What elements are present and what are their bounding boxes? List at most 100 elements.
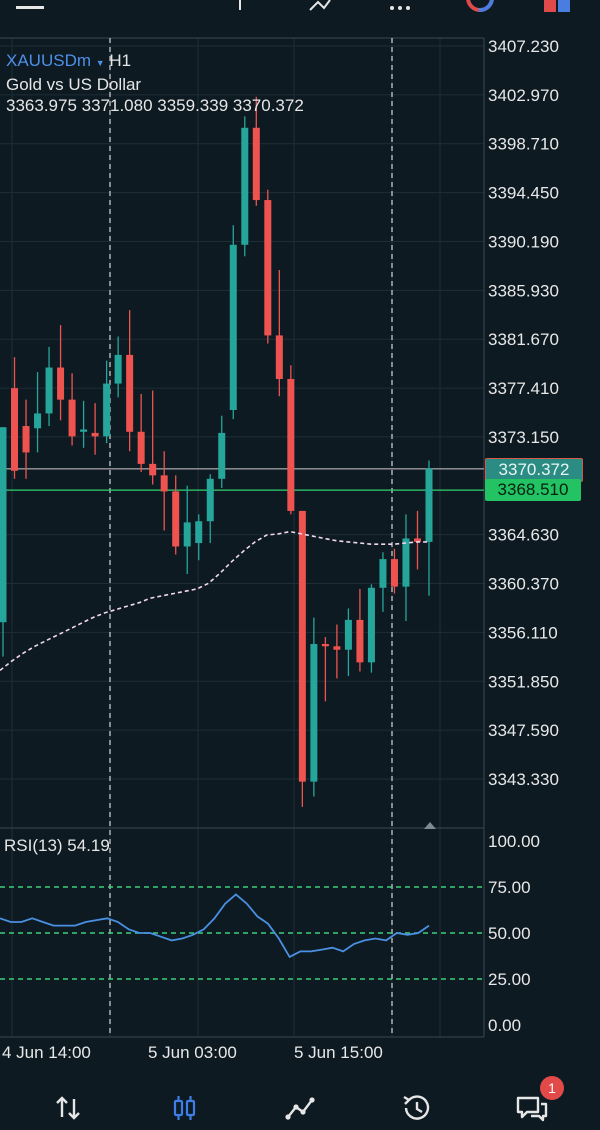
candle-body — [333, 646, 341, 650]
rsi-label[interactable]: RSI(13) 54.19 — [4, 836, 110, 855]
price-tick-label: 3343.330 — [488, 770, 559, 789]
candle-body — [321, 643, 329, 647]
candle-body — [195, 521, 203, 544]
history-icon — [403, 1095, 430, 1120]
nav-history[interactable] — [396, 1090, 436, 1126]
indicators-icon[interactable] — [308, 0, 332, 12]
candle-body — [298, 510, 306, 782]
candle-body — [80, 429, 88, 432]
candle-body — [229, 244, 237, 410]
price-tick-label: 3360.370 — [488, 575, 559, 594]
candle-body — [379, 559, 387, 588]
dropdown-icon[interactable]: ▼ — [95, 58, 105, 68]
scroll-marker-icon[interactable] — [424, 822, 436, 829]
price-tick-label: 3394.450 — [488, 184, 559, 203]
price-tick-label: 3402.970 — [488, 86, 559, 105]
chart-header: XAUUSDm ▼ H1 Gold vs US Dollar 3363.975 … — [6, 50, 304, 116]
candle-body — [45, 367, 53, 414]
candle-body — [172, 491, 180, 547]
candle-body — [344, 619, 352, 650]
rsi-axis: 100.00 75.00 50.00 25.00 0.00 — [488, 832, 540, 1035]
candles — [0, 96, 433, 807]
nav-messages[interactable] — [512, 1090, 552, 1126]
candle-body — [126, 354, 134, 432]
time-tick-label: 5 Jun 15:00 — [294, 1043, 383, 1062]
symbol-line[interactable]: XAUUSDm ▼ H1 — [6, 50, 304, 74]
nav-chart[interactable] — [164, 1090, 204, 1126]
rsi-line — [0, 893, 430, 959]
candle-body — [68, 399, 76, 437]
candle-body — [390, 559, 398, 587]
price-tick-label: 3377.410 — [488, 379, 559, 398]
candle-body — [103, 383, 111, 437]
candle-body — [287, 379, 295, 511]
quotes-icon — [56, 1096, 80, 1120]
price-tick-label: 3364.630 — [488, 526, 559, 545]
chart-canvas[interactable]: 3407.230 3402.970 3398.710 3394.450 3390.190… — [0, 0, 600, 1074]
candle-body — [413, 538, 421, 542]
last-price-tag: 3370.372 — [485, 457, 583, 482]
nav-trade[interactable] — [280, 1090, 320, 1126]
time-separators — [109, 38, 393, 1037]
chart-type-icon[interactable] — [464, 0, 498, 14]
menu-icon[interactable] — [16, 0, 46, 12]
price-tick-label: 3381.670 — [488, 330, 559, 349]
candle-body — [137, 431, 145, 464]
candle-body — [57, 367, 65, 400]
timeframe-icon[interactable] — [542, 0, 574, 14]
candle-body — [241, 127, 249, 245]
candle-body — [0, 427, 7, 623]
candle-body — [22, 426, 30, 453]
candle-body — [356, 619, 364, 663]
price-lines — [0, 468, 484, 491]
price-tick-label: 3347.590 — [488, 721, 559, 740]
candle-body — [34, 413, 42, 429]
candle-body — [425, 468, 433, 542]
time-tick-label: 4 Jun 14:00 — [2, 1043, 91, 1062]
candle-body — [252, 127, 260, 201]
trade-icon — [285, 1097, 315, 1120]
price-tick-label: 3373.150 — [488, 428, 559, 447]
symbol-description: Gold vs US Dollar — [6, 75, 142, 94]
candle-body — [11, 388, 19, 471]
candle-body — [183, 522, 191, 547]
price-tick-label: 3351.850 — [488, 672, 559, 691]
price-axis: 3407.230 3402.970 3398.710 3394.450 3390.190… — [488, 37, 559, 789]
rsi-tick-label: 100.00 — [488, 832, 540, 851]
candle-body — [149, 463, 157, 476]
rsi-level-lines — [0, 886, 484, 980]
nav-quotes[interactable] — [48, 1090, 88, 1126]
candle-body — [367, 587, 375, 663]
time-axis: 4 Jun 14:00 5 Jun 03:00 5 Jun 15:00 — [2, 1043, 383, 1062]
candle-body — [114, 354, 122, 384]
timeframe-label[interactable]: H1 — [109, 51, 132, 70]
symbol-name[interactable]: XAUUSDm — [6, 51, 92, 70]
candle-body — [402, 538, 410, 587]
price-tick-label: 3385.930 — [488, 281, 559, 300]
price-tick-label: 3407.230 — [488, 37, 559, 56]
candle-body — [264, 200, 272, 336]
candle-body — [206, 478, 214, 522]
candle-body — [275, 335, 283, 380]
price-tick-label: 3398.710 — [488, 135, 559, 154]
price-tick-label: 3356.110 — [488, 623, 558, 642]
top-toolbar — [0, 0, 600, 14]
time-tick-label: 5 Jun 03:00 — [148, 1043, 237, 1062]
price-tick-label: 3390.190 — [488, 232, 559, 251]
ohlc-values: 3363.975 3371.080 3359.339 3370.372 — [6, 96, 304, 115]
candle-body — [218, 432, 226, 479]
messages-icon — [516, 1096, 548, 1122]
candle-body — [310, 643, 318, 782]
rsi-tick-label: 0.00 — [488, 1016, 521, 1035]
bottom-navigation — [0, 1074, 600, 1130]
moving-average-line — [0, 530, 429, 672]
rsi-tick-label: 50.00 — [488, 924, 531, 943]
crosshair-icon[interactable] — [236, 0, 246, 12]
notification-badge: 1 — [540, 1076, 564, 1100]
rsi-tick-label: 25.00 — [488, 970, 531, 989]
candle-body — [91, 432, 99, 437]
objects-icon[interactable] — [388, 0, 414, 12]
candle-body — [160, 475, 168, 492]
candlestick-icon — [173, 1096, 196, 1120]
rsi-tick-label: 75.00 — [488, 878, 531, 897]
